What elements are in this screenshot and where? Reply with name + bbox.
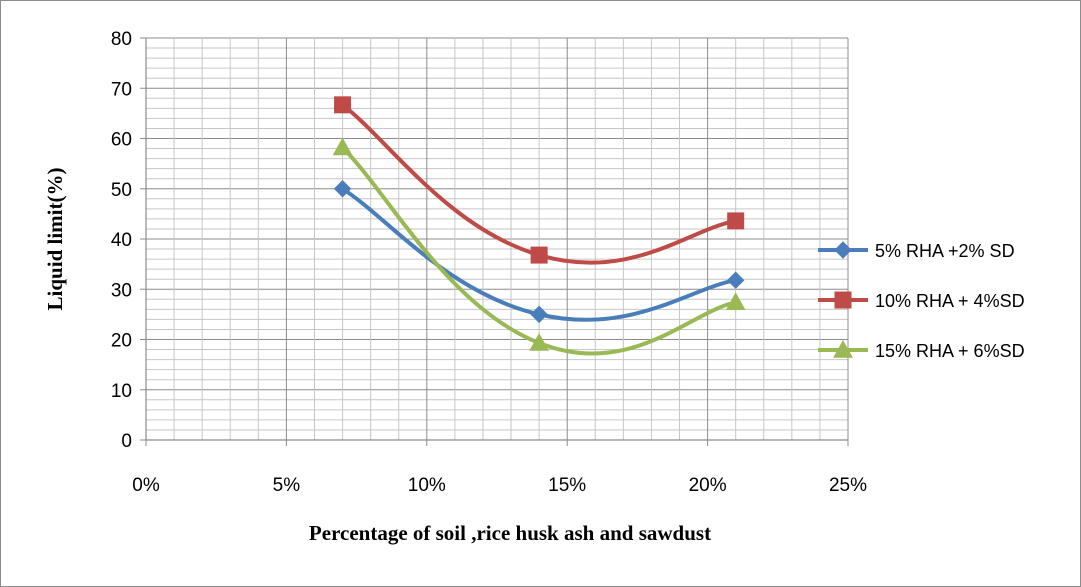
data-point bbox=[334, 96, 352, 114]
y-tick-label: 60 bbox=[111, 130, 132, 151]
tick-labels: 0 10 20 30 40 50 60 70 80 0% 5% 10% 15% 20% 25% bbox=[111, 29, 867, 496]
y-tick-label: 0 bbox=[121, 431, 132, 452]
legend-label: 15% RHA + 6%SD bbox=[875, 341, 1025, 361]
legend: 5% RHA +2% SD 10% RHA + 4%SD 15% RHA + 6%S… bbox=[818, 241, 1025, 361]
legend-entry-3: 15% RHA + 6%SD bbox=[818, 339, 1025, 361]
data-point bbox=[333, 180, 352, 198]
legend-label: 5% RHA +2% SD bbox=[875, 241, 1015, 261]
data-point bbox=[530, 305, 548, 324]
legend-marker bbox=[833, 339, 853, 358]
x-tick-label: 20% bbox=[689, 475, 727, 496]
legend-entry-1: 5% RHA +2% SD bbox=[818, 241, 1015, 261]
x-tick-label: 10% bbox=[408, 475, 446, 496]
y-tick-label: 70 bbox=[111, 79, 132, 100]
x-axis-title: Percentage of soil ,rice husk ash and sa… bbox=[309, 521, 711, 545]
y-tick-label: 50 bbox=[111, 180, 132, 201]
series-group bbox=[332, 96, 746, 356]
y-axis-title: Liquid limit(%) bbox=[43, 168, 67, 311]
data-point bbox=[332, 137, 353, 156]
legend-label: 10% RHA + 4%SD bbox=[875, 291, 1025, 311]
series-3 bbox=[332, 137, 746, 356]
series-2 bbox=[334, 96, 745, 265]
x-tick-label: 25% bbox=[829, 475, 867, 496]
x-tick-label: 15% bbox=[548, 475, 586, 496]
y-tick-label: 30 bbox=[111, 280, 132, 301]
data-point bbox=[726, 271, 745, 289]
y-tick-label: 10 bbox=[111, 381, 132, 402]
data-point bbox=[725, 292, 746, 311]
y-tick-label: 40 bbox=[111, 230, 132, 251]
y-tick-label: 20 bbox=[111, 331, 132, 352]
legend-marker bbox=[834, 241, 852, 259]
x-tick-label: 0% bbox=[132, 475, 160, 496]
legend-entry-2: 10% RHA + 4%SD bbox=[818, 291, 1025, 311]
data-point bbox=[727, 212, 745, 230]
data-point bbox=[530, 246, 548, 264]
axes bbox=[140, 37, 849, 446]
data-point bbox=[529, 332, 549, 351]
series-1 bbox=[333, 180, 745, 324]
x-tick-label: 5% bbox=[273, 475, 301, 496]
y-tick-label: 80 bbox=[111, 29, 132, 50]
legend-marker bbox=[834, 291, 852, 309]
